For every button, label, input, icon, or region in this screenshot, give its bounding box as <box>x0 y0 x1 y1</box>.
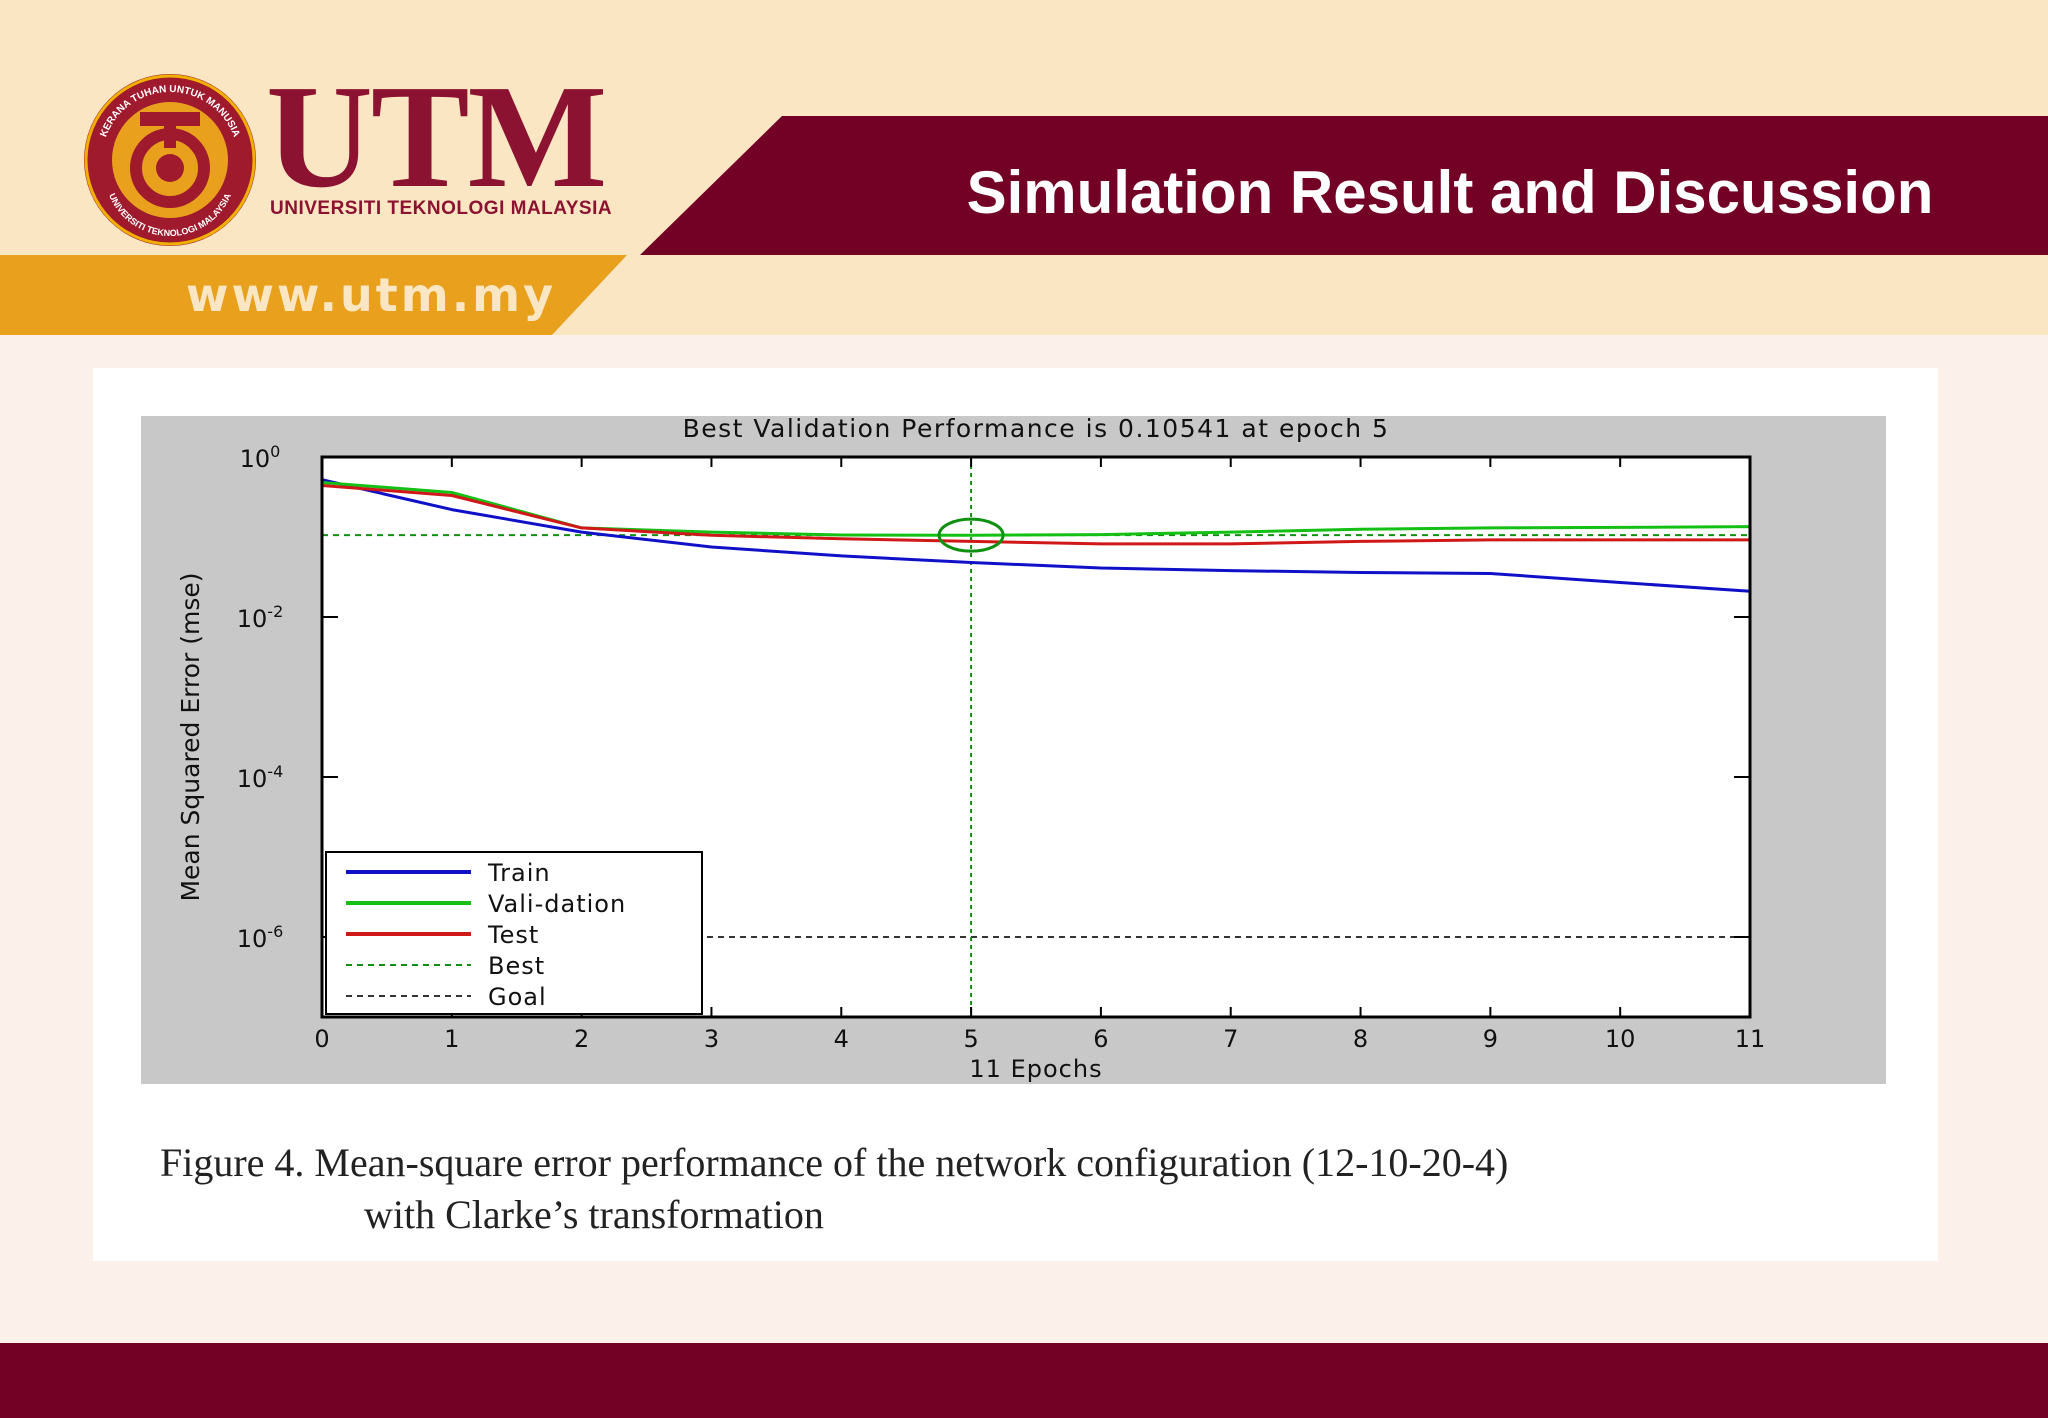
slide-title: Simulation Result and Discussion <box>966 159 1934 226</box>
chart-title: Best Validation Performance is 0.10541 a… <box>683 414 1390 443</box>
figure-panel: Best Validation Performance is 0.10541 a… <box>93 368 1938 1261</box>
series-line-train <box>321 478 1751 593</box>
legend-label: Test <box>487 921 539 949</box>
figure-caption: Figure 4. Mean-square error performance … <box>160 1137 1860 1241</box>
x-tick-label: 11 <box>1735 1025 1766 1053</box>
axes-frame <box>320 455 1752 1019</box>
legend-label: Best <box>488 952 545 980</box>
utm-seal-logo: KERANA TUHAN UNTUK MANUSIA UNIVERSITI TE… <box>84 74 256 246</box>
best-marker-circle <box>937 517 1005 553</box>
x-axis-label: 11 Epochs <box>969 1055 1102 1083</box>
y-tick-label: 10-2 <box>237 602 284 633</box>
y-tick-label: 100 <box>240 442 281 473</box>
x-tick-label: 4 <box>834 1025 849 1053</box>
legend-label: Vali-dation <box>488 890 626 918</box>
x-tick-label: 1 <box>444 1025 459 1053</box>
x-tick-label: 5 <box>963 1025 978 1053</box>
utm-brand-subtitle: UNIVERSITI TEKNOLOGI MALAYSIA <box>270 198 613 219</box>
y-tick-label: 10-4 <box>237 762 284 793</box>
url-banner <box>0 255 627 335</box>
caption-line-2: with Clarke’s transformation <box>364 1192 824 1237</box>
performance-chart: Best Validation Performance is 0.10541 a… <box>141 414 1886 1084</box>
x-tick-label: 3 <box>704 1025 719 1053</box>
website-url: www.utm.my <box>186 268 557 322</box>
x-tick-label: 2 <box>574 1025 589 1053</box>
series-line-test <box>321 484 1750 546</box>
utm-brand: UTM <box>266 55 607 219</box>
x-tick-label: 9 <box>1483 1025 1498 1053</box>
x-tick-label: 7 <box>1223 1025 1238 1053</box>
x-tick-label: 6 <box>1093 1025 1108 1053</box>
x-tick-label: 0 <box>314 1025 329 1053</box>
title-banner <box>640 116 2048 255</box>
caption-line-1: Figure 4. Mean-square error performance … <box>160 1140 1509 1185</box>
x-tick-label: 10 <box>1605 1025 1636 1053</box>
legend-label: Train <box>487 859 551 887</box>
y-tick-label: 10-6 <box>237 922 284 953</box>
y-axis-label: Mean Squared Error (mse) <box>176 572 205 901</box>
x-tick-label: 8 <box>1353 1025 1368 1053</box>
header-graphics <box>0 116 2048 335</box>
legend-label: Goal <box>488 983 547 1011</box>
footer-bar <box>0 1343 2048 1418</box>
